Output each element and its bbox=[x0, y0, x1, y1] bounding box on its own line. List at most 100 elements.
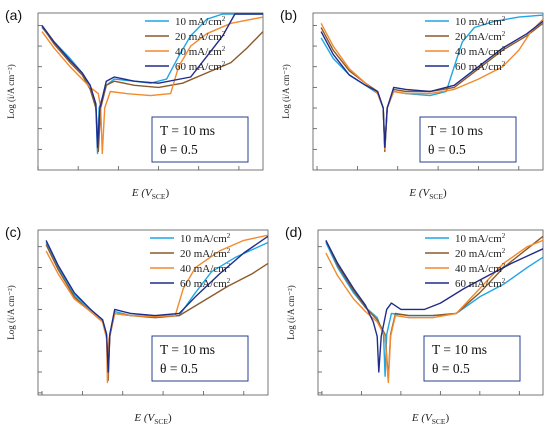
y-axis-label: Log (i/A cm⁻²) bbox=[6, 285, 16, 339]
plot-frame bbox=[37, 229, 269, 396]
legend-label-value: 10 mA/cm bbox=[455, 233, 502, 245]
panel-label: (a) bbox=[5, 7, 22, 23]
legend-label-value: 20 mA/cm bbox=[455, 248, 502, 260]
legend-label: 40 mA/cm2 bbox=[180, 262, 231, 275]
legend-label: 60 mA/cm2 bbox=[175, 60, 226, 73]
legend-label-sup: 2 bbox=[227, 247, 231, 255]
legend-label-sup: 2 bbox=[227, 232, 231, 240]
legend-label: 20 mA/cm2 bbox=[455, 247, 506, 260]
series-line-3 bbox=[41, 16, 263, 155]
x-axis-label: E (VSCE) bbox=[408, 187, 447, 201]
x-axis-label-main: E (V bbox=[411, 412, 433, 424]
legend-label: 20 mA/cm2 bbox=[175, 30, 226, 43]
legend-label: 40 mA/cm2 bbox=[175, 45, 226, 58]
legend-label-sup: 2 bbox=[502, 277, 506, 285]
legend-label: 10 mA/cm2 bbox=[175, 15, 226, 28]
legend-label-sup: 2 bbox=[502, 30, 506, 38]
legend-label-value: 10 mA/cm bbox=[455, 16, 502, 28]
x-axis-label-end: ) bbox=[443, 187, 447, 199]
x-axis-label-sub: SCE bbox=[152, 192, 166, 201]
legend-label-value: 40 mA/cm bbox=[455, 263, 502, 275]
x-axis-label-main: E (V bbox=[133, 412, 155, 424]
legend-label: 10 mA/cm2 bbox=[455, 15, 506, 28]
legend-label-value: 20 mA/cm bbox=[455, 31, 502, 43]
x-axis-label-end: ) bbox=[168, 412, 172, 424]
x-axis-label-sub: SCE bbox=[432, 417, 446, 426]
x-axis-label-sub: SCE bbox=[429, 192, 443, 201]
legend-label-sup: 2 bbox=[502, 60, 506, 68]
legend-label: 20 mA/cm2 bbox=[180, 247, 231, 260]
legend-label-value: 60 mA/cm bbox=[455, 61, 502, 73]
legend-label: 60 mA/cm2 bbox=[180, 277, 231, 290]
plot-frame bbox=[317, 229, 544, 396]
x-axis-label-end: ) bbox=[445, 412, 449, 424]
condition-text: T = 10 ms bbox=[428, 123, 483, 138]
panel-label: (c) bbox=[5, 224, 21, 240]
legend-label-value: 20 mA/cm bbox=[180, 248, 227, 260]
legend-label-sup: 2 bbox=[222, 30, 226, 38]
x-axis-label-end: ) bbox=[165, 187, 169, 199]
x-axis-label: E (VSCE) bbox=[411, 412, 450, 426]
condition-text: T = 10 ms bbox=[160, 342, 215, 357]
legend-label: 40 mA/cm2 bbox=[455, 45, 506, 58]
legend-label: 40 mA/cm2 bbox=[455, 262, 506, 275]
conditions-box bbox=[151, 116, 249, 163]
legend-label: 10 mA/cm2 bbox=[455, 232, 506, 245]
series-line-3 bbox=[320, 18, 543, 150]
legend-label: 10 mA/cm2 bbox=[180, 232, 231, 245]
y-axis-label: Log (i/A cm⁻²) bbox=[286, 285, 296, 339]
legend-label-value: 60 mA/cm bbox=[455, 278, 502, 290]
legend-label-value: 40 mA/cm bbox=[180, 263, 227, 275]
y-axis-label: Log (i/A cm⁻²) bbox=[281, 64, 291, 118]
legend-label-value: 10 mA/cm bbox=[180, 233, 227, 245]
condition-text: θ = 0.5 bbox=[160, 142, 198, 157]
legend-label-value: 60 mA/cm bbox=[175, 61, 222, 73]
y-axis-label: Log (i/A cm⁻²) bbox=[6, 64, 16, 118]
legend-label-sup: 2 bbox=[227, 262, 231, 270]
conditions-box bbox=[419, 116, 517, 163]
conditions-box bbox=[423, 335, 521, 382]
legend-label-value: 40 mA/cm bbox=[455, 46, 502, 58]
legend-label: 60 mA/cm2 bbox=[455, 60, 506, 73]
series-line-4 bbox=[41, 13, 263, 148]
series-line-2 bbox=[41, 26, 263, 153]
panel-label: (d) bbox=[285, 224, 302, 240]
panel-label: (b) bbox=[280, 7, 297, 23]
x-axis-label-sub: SCE bbox=[154, 417, 168, 426]
legend-label-sup: 2 bbox=[502, 15, 506, 23]
condition-text: T = 10 ms bbox=[432, 342, 487, 357]
legend-label-sup: 2 bbox=[502, 262, 506, 270]
legend-label-sup: 2 bbox=[502, 45, 506, 53]
legend-label: 60 mA/cm2 bbox=[455, 277, 506, 290]
series-line-3 bbox=[45, 234, 268, 384]
plot-frame bbox=[37, 12, 264, 171]
x-axis-label: E (VSCE) bbox=[133, 412, 172, 426]
condition-text: θ = 0.5 bbox=[432, 361, 470, 376]
legend-label-sup: 2 bbox=[222, 15, 226, 23]
x-axis-label-main: E (V bbox=[131, 187, 153, 199]
x-axis-label-main: E (V bbox=[408, 187, 430, 199]
legend-label-sup: 2 bbox=[502, 247, 506, 255]
condition-text: θ = 0.5 bbox=[160, 361, 198, 376]
legend-label-value: 10 mA/cm bbox=[175, 16, 222, 28]
plot-frame bbox=[312, 12, 544, 171]
legend-label-sup: 2 bbox=[227, 277, 231, 285]
legend-label-sup: 2 bbox=[502, 232, 506, 240]
legend-label: 20 mA/cm2 bbox=[455, 30, 506, 43]
legend-label-value: 60 mA/cm bbox=[180, 278, 227, 290]
legend-label-sup: 2 bbox=[222, 60, 226, 68]
series-line-4 bbox=[45, 235, 268, 373]
condition-text: θ = 0.5 bbox=[428, 142, 466, 157]
legend-label-value: 40 mA/cm bbox=[175, 46, 222, 58]
x-axis-label: E (VSCE) bbox=[131, 187, 170, 201]
conditions-box bbox=[151, 335, 249, 382]
legend-label-sup: 2 bbox=[222, 45, 226, 53]
series-line-4 bbox=[320, 20, 543, 148]
series-line-4 bbox=[325, 240, 543, 373]
condition-text: T = 10 ms bbox=[160, 123, 215, 138]
